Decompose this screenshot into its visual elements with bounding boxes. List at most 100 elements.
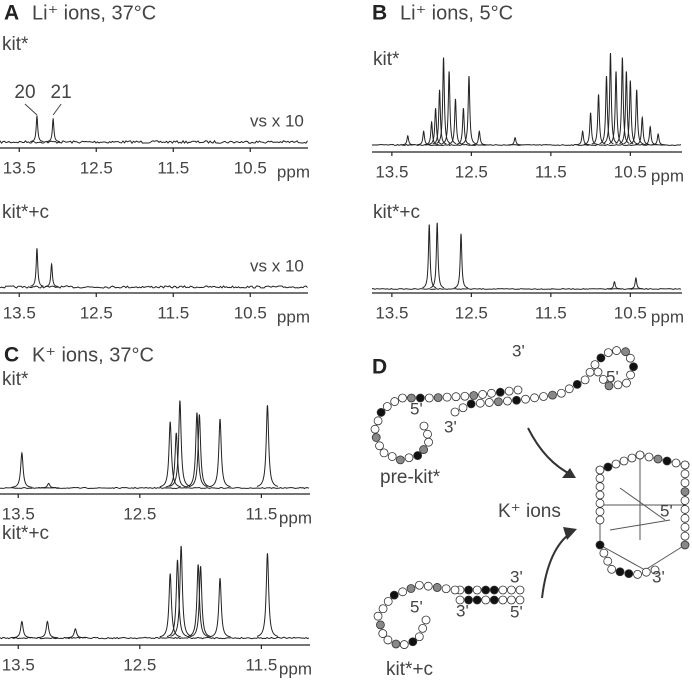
strand-end: 5': [660, 501, 673, 520]
nucleotide: [469, 391, 479, 400]
nucleotide: [662, 456, 672, 466]
nucleotide: [633, 569, 642, 579]
nucleotide: [622, 378, 631, 388]
x-tick-label: 13.5: [375, 162, 408, 181]
nucleotide: [391, 639, 401, 649]
nucleotide: [507, 595, 516, 605]
arrow: [527, 427, 573, 476]
nucleotide: [680, 460, 690, 470]
x-axis-label: ppm: [279, 659, 312, 678]
peak: [603, 52, 618, 144]
strand-end: 5': [606, 367, 619, 386]
nucleotide: [376, 620, 385, 630]
sample-label: kit*: [2, 34, 29, 55]
strand-end: 3': [512, 341, 525, 360]
nucleotide: [424, 393, 434, 403]
spectrum-panel: 13.5 12.5 11.5 10.5 ppm kit* A Li⁺ ions, 37°C vs…: [0, 2, 310, 181]
spectrum-panel: 13.5 12.5 11.5 ppm kit*+c: [0, 523, 312, 678]
fold-edge: [599, 544, 646, 571]
nucleotide: [455, 595, 465, 605]
x-tick-label: 13.5: [2, 504, 35, 523]
nucleotide: [458, 403, 468, 413]
nucleotide: [621, 347, 630, 357]
nucleotide: [595, 540, 605, 550]
peak: [38, 482, 60, 489]
nucleotide: [451, 392, 461, 402]
peak: [166, 559, 189, 637]
peak: [159, 573, 181, 638]
nucleotide: [595, 490, 605, 500]
nucleotide: [530, 393, 539, 403]
peak: [453, 233, 469, 289]
strand-end: 3': [510, 567, 523, 586]
baseline-noise: [0, 636, 310, 640]
peak: [629, 89, 644, 145]
fold-edge: [644, 544, 686, 571]
peak: [623, 80, 638, 145]
peak: [416, 130, 431, 146]
x-tick-label: 12.5: [123, 655, 156, 674]
nucleotide: [498, 595, 508, 605]
nucleotide: [680, 531, 690, 541]
strand-end: 3': [456, 601, 469, 620]
nucleotide: [472, 595, 482, 605]
peak: [159, 421, 181, 488]
nucleotide: [419, 445, 429, 454]
nucleotide: [498, 585, 508, 595]
nucleotide: [619, 456, 629, 466]
strand-end: 3': [444, 417, 457, 436]
nucleotide: [627, 453, 637, 463]
x-tick-label: 11.5: [157, 158, 189, 177]
nucleotide: [595, 515, 605, 525]
nucleotide: [598, 375, 608, 384]
spectrum-panel: 13.5 12.5 11.5 10.5 ppm kit* B Li⁺ ions, 5°C: [371, 2, 684, 185]
arrowhead: [563, 527, 577, 540]
nucleotide: [629, 362, 638, 372]
peak: [189, 566, 212, 638]
nucleotide: [375, 441, 384, 451]
peak: [448, 98, 463, 145]
x-axis-label: ppm: [277, 162, 310, 181]
panel-letter: A: [4, 2, 19, 25]
nucleotide: [599, 548, 609, 558]
nucleotide: [472, 585, 482, 595]
strand-end: 5': [510, 602, 523, 621]
nucleotide: [398, 393, 407, 403]
peak: [165, 432, 187, 488]
x-tick-label: 12.5: [80, 158, 113, 177]
peak: [591, 94, 606, 145]
nucleotide: [585, 367, 595, 377]
sample-label: kit*+c: [2, 523, 49, 544]
nucleotide: [580, 375, 590, 385]
peak: [430, 222, 445, 289]
peak: [472, 130, 487, 146]
nucleotide: [626, 370, 635, 380]
nucleotide: [407, 393, 416, 403]
x-tick-label: 11.5: [157, 303, 189, 322]
nucleotide: [595, 473, 605, 483]
peak: [508, 136, 522, 146]
nucleotide: [515, 585, 525, 595]
nucleotide: [418, 623, 428, 633]
nucleotide: [572, 379, 582, 389]
nucleotide: [635, 450, 645, 460]
peak: [11, 451, 33, 488]
nucleotide: [433, 393, 443, 402]
peak: [456, 108, 471, 145]
baseline-noise: [0, 139, 308, 145]
nucleotide: [613, 380, 623, 390]
peak: [11, 620, 33, 639]
panel-title: K⁺ ions, 37°C: [32, 344, 154, 366]
peak-leader: [24, 103, 38, 116]
x-tick-label: 10.5: [234, 158, 267, 177]
x-tick-label: 13.5: [3, 158, 36, 177]
nucleotide: [595, 498, 605, 508]
peak: [575, 130, 590, 146]
panel-title: Li⁺ ions, 5°C: [400, 2, 513, 24]
spectrum-panel: 13.5 12.5 11.5 10.5 ppm kit*+c: [371, 202, 684, 326]
x-tick-label: 11.5: [245, 504, 277, 523]
peak: [170, 545, 192, 637]
nucleotide: [495, 387, 505, 397]
nucleotide: [680, 513, 690, 523]
